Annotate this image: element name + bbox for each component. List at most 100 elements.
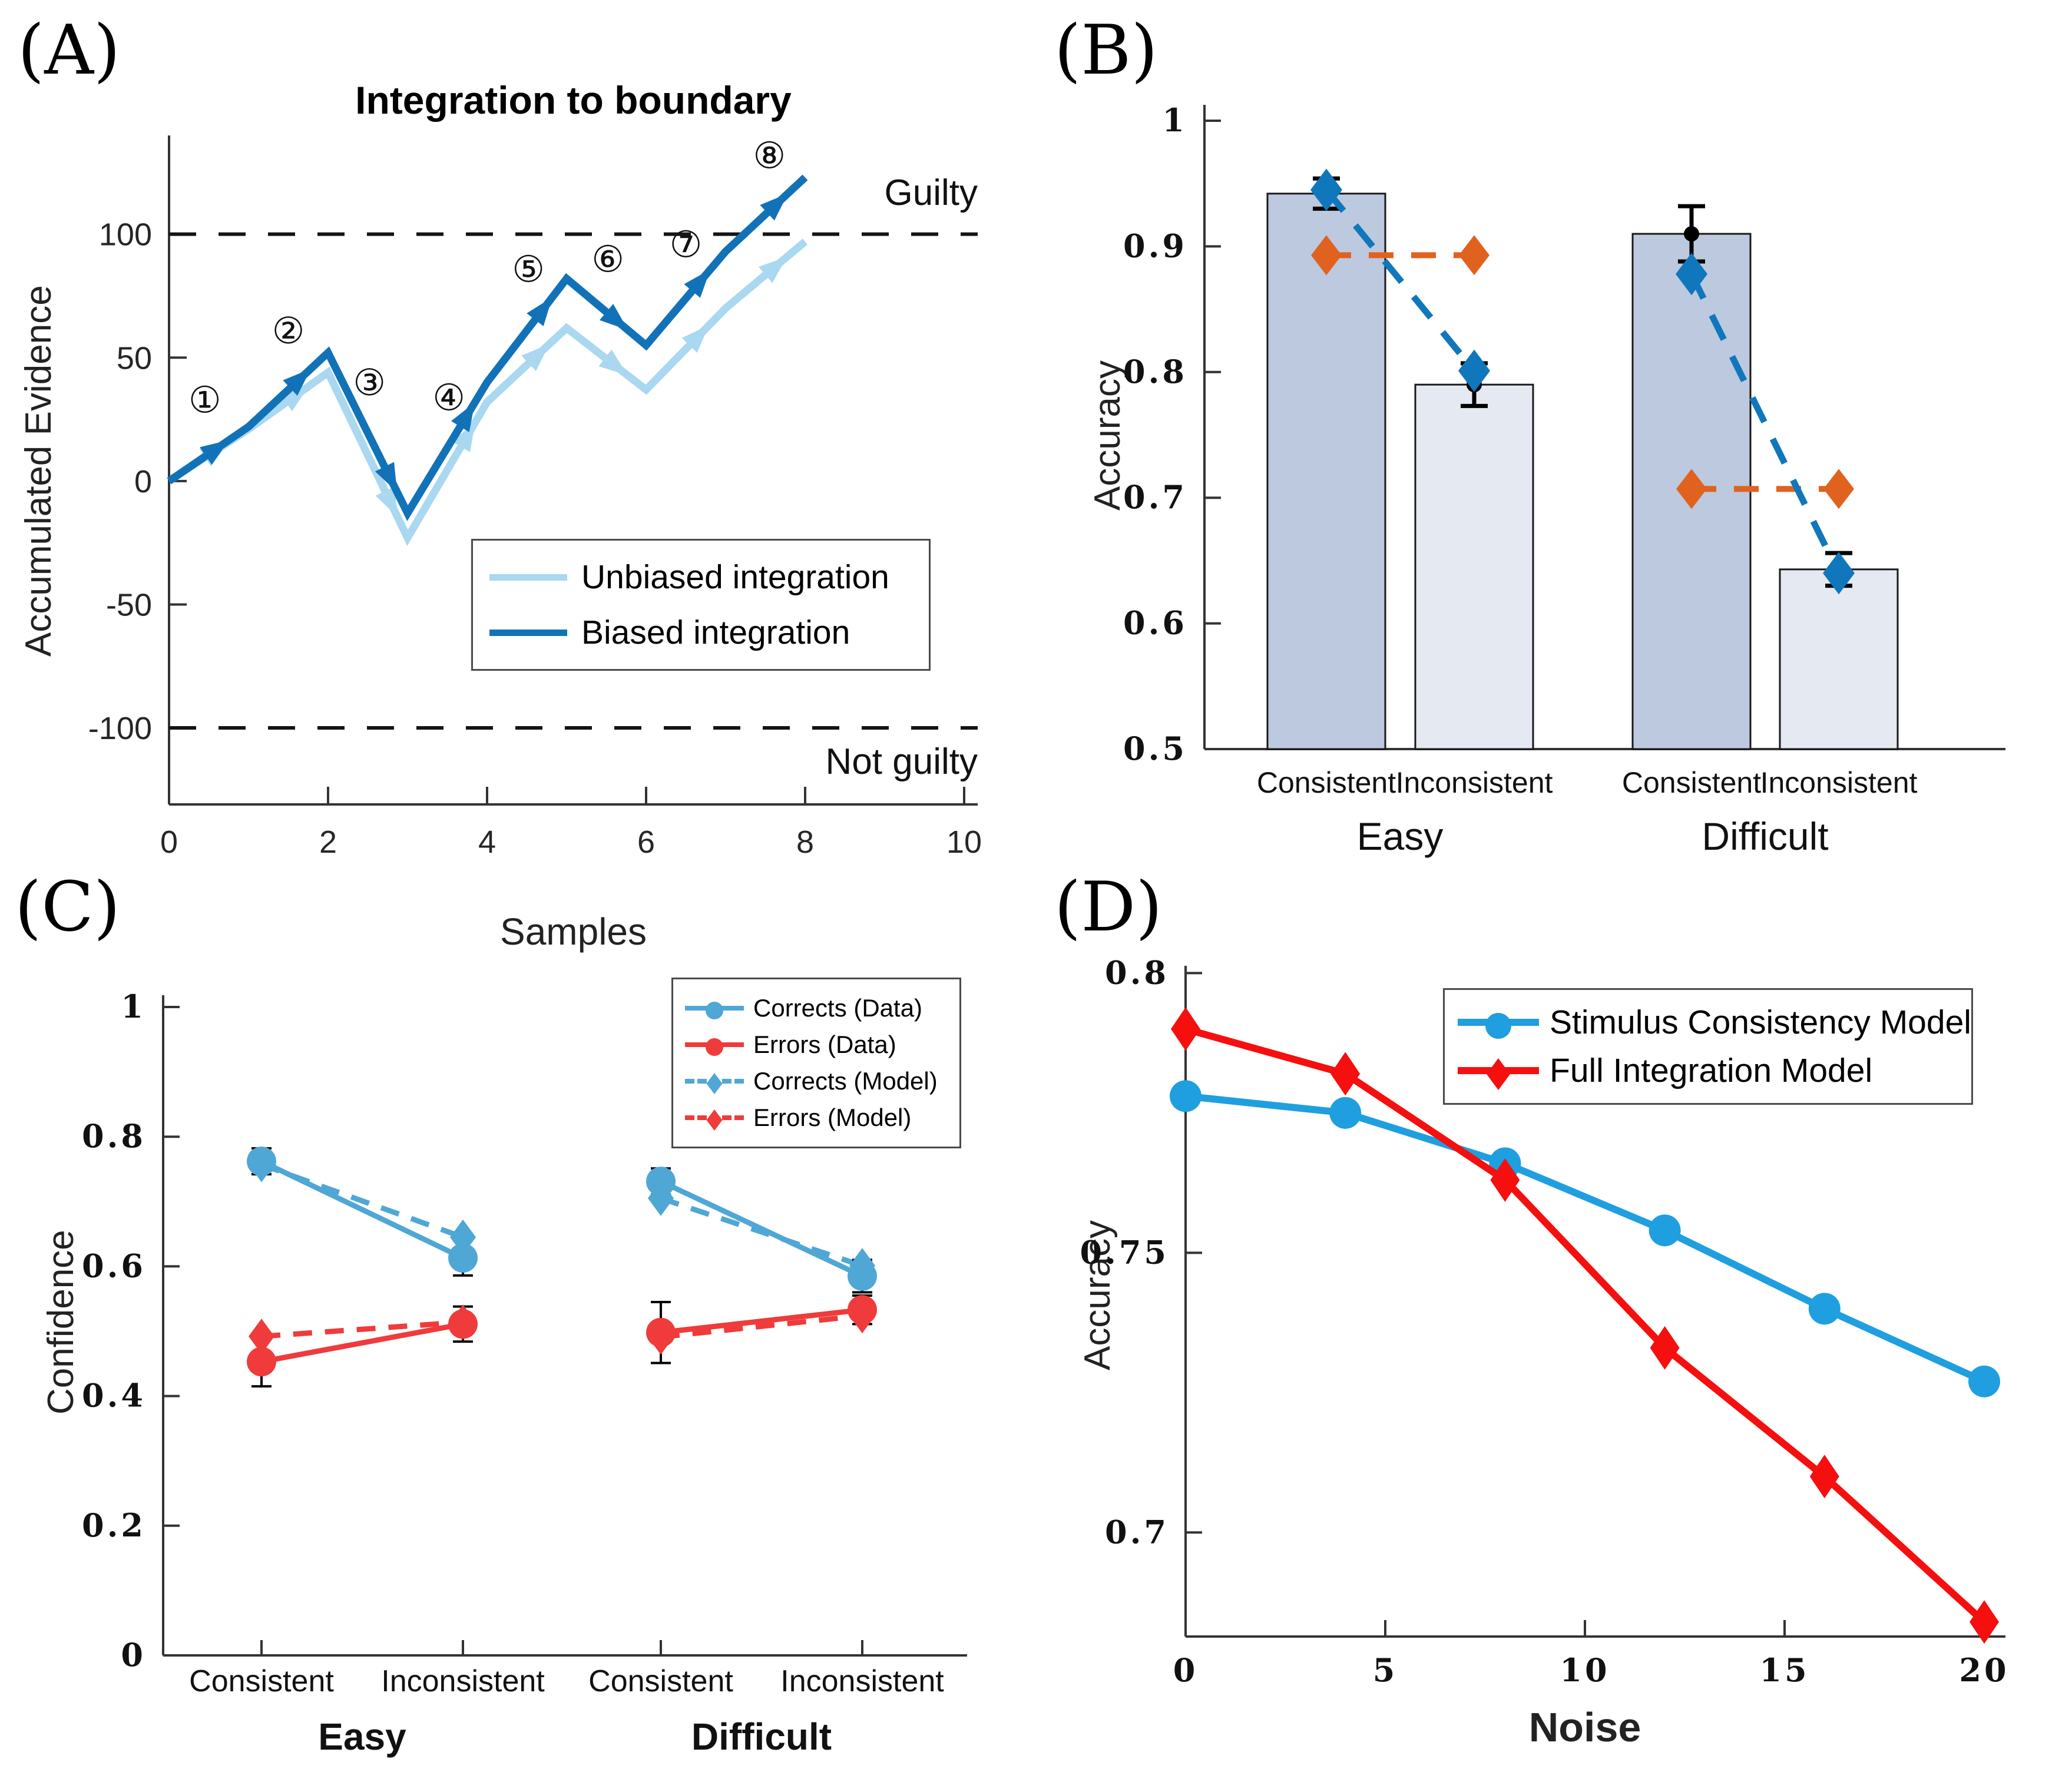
legend-item-errors-model: Errors (Model) xyxy=(685,1104,959,1132)
svg-text:0.75: 0.75 xyxy=(1080,1233,1169,1271)
svg-text:10: 10 xyxy=(946,824,982,860)
svg-text:100: 100 xyxy=(99,217,152,253)
svg-text:0.9: 0.9 xyxy=(1123,227,1187,264)
corrects-data-swatch xyxy=(685,1002,744,1019)
full-integration-swatch xyxy=(1458,1058,1539,1090)
panel-c-legend: Corrects (Data) Errors (Data) Corrects (… xyxy=(671,978,961,1148)
svg-text:2: 2 xyxy=(319,824,337,860)
panel-a-title: Integration to boundary xyxy=(355,78,792,122)
d-series-1 xyxy=(1171,1007,1999,1644)
c-category-difficult-inconsistent: Inconsistent xyxy=(780,1664,944,1698)
not-guilty-boundary-label: Not guilty xyxy=(825,741,978,782)
b-category-difficult-inconsistent: Inconsistent xyxy=(1760,766,1918,799)
c-markers-0 xyxy=(247,1147,877,1291)
svg-text:15: 15 xyxy=(1759,1651,1809,1689)
unbiased-line-swatch xyxy=(489,574,567,581)
panel-a-label: (A) xyxy=(18,11,121,90)
a-series-0 xyxy=(167,239,808,546)
panel-d-x-axis-label: Noise xyxy=(1528,1704,1641,1750)
svg-text:⑧: ⑧ xyxy=(753,134,786,177)
panel-a-legend: Unbiased integration Biased integration xyxy=(471,539,931,671)
panel-d-chart: 0.7 0.75 0.8 0 5 10 15 20 xyxy=(1080,953,2009,1689)
errors-data-swatch xyxy=(685,1038,744,1056)
legend-item-errors-data: Errors (Data) xyxy=(685,1031,959,1059)
svg-text:0.8: 0.8 xyxy=(1123,353,1187,390)
legend-label: Full Integration Model xyxy=(1550,1052,1873,1089)
svg-text:0.8: 0.8 xyxy=(82,1117,146,1155)
svg-text:50: 50 xyxy=(117,340,152,376)
svg-text:0.6: 0.6 xyxy=(82,1247,146,1284)
svg-text:1: 1 xyxy=(121,988,146,1025)
legend-item-corrects-model: Corrects (Model) xyxy=(685,1067,959,1095)
corrects-model-swatch xyxy=(685,1073,744,1094)
circle-marker-icon xyxy=(706,1038,723,1056)
panel-d-legend: Stimulus Consistency Model Full Integrat… xyxy=(1443,988,1973,1105)
legend-label: Corrects (Model) xyxy=(753,1067,938,1095)
svg-text:-50: -50 xyxy=(106,587,152,622)
panel-c-chart: 0 0.2 0.4 0.6 0.8 1 xyxy=(82,988,967,1674)
legend-item-unbiased: Unbiased integration xyxy=(489,558,929,597)
svg-text:⑤: ⑤ xyxy=(512,247,545,290)
b-category-difficult-consistent: Consistent xyxy=(1621,766,1762,799)
d-axes: 0.7 0.75 0.8 0 5 10 15 20 xyxy=(1080,953,2009,1689)
legend-item-biased: Biased integration xyxy=(489,613,929,652)
svg-text:③: ③ xyxy=(353,361,386,404)
c-axes: 0 0.2 0.4 0.6 0.8 1 xyxy=(82,988,967,1674)
c-series-0 xyxy=(260,1158,863,1278)
panel-d-label: (D) xyxy=(1054,867,1163,947)
a-step-labels: ① ② ③ ④ ⑤ ⑥ ⑦ ⑧ xyxy=(188,134,786,422)
panel-a-chart: -100 -50 0 50 100 0 2 4 6 8 10 ① ② ③ ④ ⑤ ⑥ ⑦ ⑧ xyxy=(88,134,982,860)
b-category-easy-consistent: Consistent xyxy=(1256,766,1396,799)
svg-text:6: 6 xyxy=(637,824,655,860)
svg-text:0: 0 xyxy=(121,1636,146,1674)
svg-text:①: ① xyxy=(188,379,221,422)
svg-text:1: 1 xyxy=(1162,101,1187,139)
svg-text:0.7: 0.7 xyxy=(1123,478,1187,516)
diamond-marker-icon xyxy=(1487,1058,1510,1090)
c-markers-1 xyxy=(247,1295,877,1377)
stimulus-consistency-swatch xyxy=(1458,1013,1539,1039)
c-error-bars-0 xyxy=(251,1147,872,1294)
c-group-difficult: Difficult xyxy=(691,1715,832,1758)
panel-c-label: (C) xyxy=(15,867,121,947)
svg-text:8: 8 xyxy=(796,824,814,860)
legend-label: Unbiased integration xyxy=(581,558,889,596)
b-error-bars xyxy=(1313,176,1852,588)
legend-label: Stimulus Consistency Model xyxy=(1550,1003,1971,1041)
errors-model-swatch xyxy=(685,1109,744,1131)
svg-text:②: ② xyxy=(272,309,305,352)
b-group-easy: Easy xyxy=(1356,814,1444,858)
b-full-integration-model xyxy=(1311,235,1854,509)
circle-marker-icon xyxy=(1485,1013,1511,1039)
svg-text:-100: -100 xyxy=(88,711,152,746)
b-group-difficult: Difficult xyxy=(1702,814,1829,858)
svg-text:0: 0 xyxy=(1173,1651,1199,1689)
legend-label: Corrects (Data) xyxy=(753,994,923,1022)
svg-text:0.7: 0.7 xyxy=(1105,1513,1169,1551)
panel-b-label: (B) xyxy=(1054,11,1158,90)
svg-text:0.8: 0.8 xyxy=(1105,953,1169,991)
svg-text:④: ④ xyxy=(432,376,465,419)
c-series-1 xyxy=(261,1307,863,1364)
c-error-bars-1 xyxy=(251,1294,872,1388)
diamond-marker-icon xyxy=(706,1109,723,1131)
svg-text:5: 5 xyxy=(1373,1651,1398,1689)
svg-text:20: 20 xyxy=(1959,1651,2009,1689)
panel-b-chart: 0.5 0.6 0.7 0.8 0.9 1 xyxy=(1123,101,2005,767)
svg-text:0.4: 0.4 xyxy=(82,1377,146,1415)
svg-text:⑦: ⑦ xyxy=(670,223,703,266)
c-category-difficult-consistent: Consistent xyxy=(588,1664,733,1698)
b-stimulus-consistency-model xyxy=(1310,168,1855,595)
c-series-3 xyxy=(261,1313,863,1340)
legend-item-corrects-data: Corrects (Data) xyxy=(685,994,959,1022)
svg-text:0.6: 0.6 xyxy=(1123,604,1187,642)
legend-item-full-integration: Full Integration Model xyxy=(1458,1051,1971,1090)
circle-marker-icon xyxy=(706,1002,723,1019)
svg-text:4: 4 xyxy=(478,824,496,860)
biased-line-swatch xyxy=(489,629,567,636)
svg-text:0: 0 xyxy=(134,464,152,499)
c-markers-2 xyxy=(249,1147,875,1284)
b-category-easy-inconsistent: Inconsistent xyxy=(1395,766,1553,799)
a-axes: -100 -50 0 50 100 0 2 4 6 8 10 xyxy=(88,135,982,860)
legend-item-stimulus-consistency: Stimulus Consistency Model xyxy=(1458,1003,1971,1042)
